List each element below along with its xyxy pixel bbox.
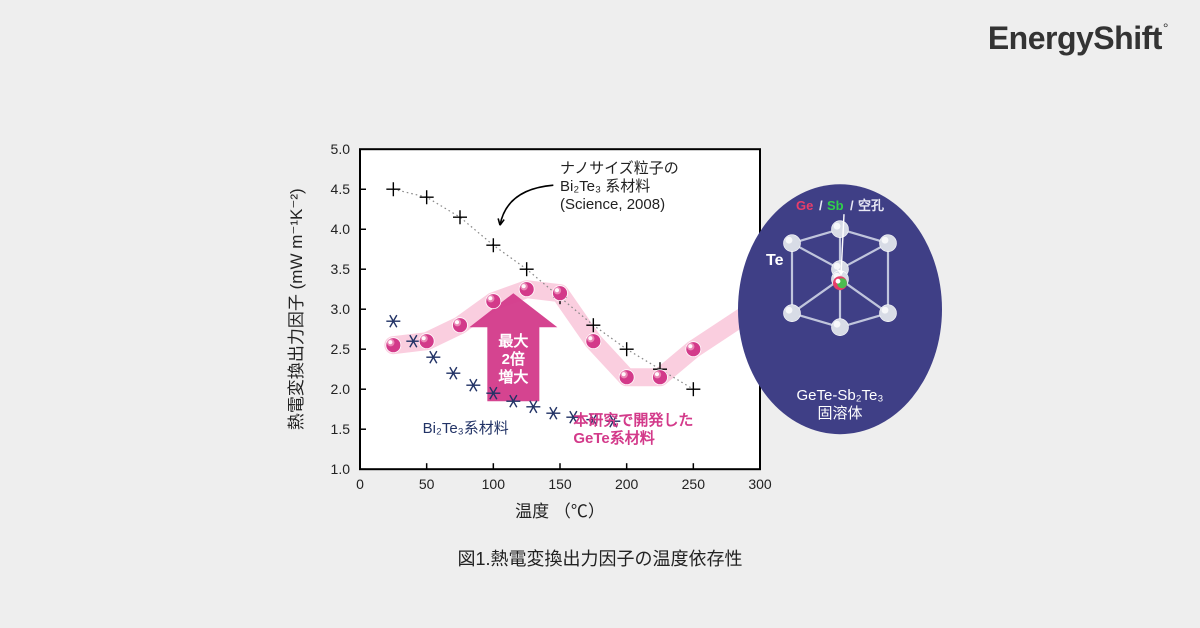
svg-text:4.0: 4.0 bbox=[331, 221, 351, 237]
logo-text: EnergyShift bbox=[988, 20, 1162, 56]
svg-text:空孔: 空孔 bbox=[858, 198, 884, 213]
svg-text:250: 250 bbox=[682, 476, 706, 492]
svg-text:3.5: 3.5 bbox=[331, 261, 351, 277]
site-logo: EnergyShift° bbox=[988, 20, 1168, 57]
svg-text:Sb: Sb bbox=[827, 198, 844, 213]
svg-text:増大: 増大 bbox=[498, 368, 528, 386]
figure-caption: 図1.熱電変換出力因子の温度依存性 bbox=[250, 545, 950, 571]
svg-text:100: 100 bbox=[482, 476, 506, 492]
svg-text:150: 150 bbox=[548, 476, 572, 492]
svg-text:(Science, 2008): (Science, 2008) bbox=[560, 196, 665, 213]
svg-text:0: 0 bbox=[356, 476, 364, 492]
svg-text:5.0: 5.0 bbox=[331, 141, 351, 157]
svg-text:2.5: 2.5 bbox=[331, 341, 351, 357]
svg-text:GeTe系材料: GeTe系材料 bbox=[573, 429, 654, 447]
svg-text:200: 200 bbox=[615, 476, 639, 492]
chart-svg: 0 50 100 150 200 250 300 1.0 1.5 2.0 2.5 3.0 3.5 4.0 4… bbox=[250, 129, 950, 529]
svg-text:熱電変換出力因子 (mW m⁻¹K⁻²): 熱電変換出力因子 (mW m⁻¹K⁻²) bbox=[287, 188, 306, 430]
svg-text:Te: Te bbox=[766, 252, 784, 269]
svg-text:Bi₂Te₃系材料: Bi₂Te₃系材料 bbox=[423, 420, 509, 437]
svg-text:3.0: 3.0 bbox=[331, 301, 351, 317]
svg-text:1.0: 1.0 bbox=[331, 461, 351, 477]
svg-text:最大: 最大 bbox=[498, 332, 528, 350]
svg-text:300: 300 bbox=[748, 476, 772, 492]
svg-text:ナノサイズ粒子の: ナノサイズ粒子の bbox=[560, 160, 679, 177]
figure-container: 0 50 100 150 200 250 300 1.0 1.5 2.0 2.5 3.0 3.5 4.0 4… bbox=[250, 129, 950, 569]
svg-text:1.5: 1.5 bbox=[331, 421, 351, 437]
svg-text:温度 （℃）: 温度 （℃） bbox=[515, 502, 605, 521]
svg-text:固溶体: 固溶体 bbox=[817, 405, 862, 422]
svg-text:本研究で開発した: 本研究で開発した bbox=[573, 411, 693, 429]
logo-mark: ° bbox=[1163, 20, 1168, 36]
svg-text:GeTe-Sb₂Te₃: GeTe-Sb₂Te₃ bbox=[797, 387, 884, 404]
svg-text:4.5: 4.5 bbox=[331, 181, 351, 197]
svg-text:Ge: Ge bbox=[796, 198, 813, 213]
svg-text:Bi₂Te₃ 系材料: Bi₂Te₃ 系材料 bbox=[560, 178, 650, 195]
svg-text:50: 50 bbox=[419, 476, 435, 492]
svg-text:/: / bbox=[819, 198, 823, 213]
svg-text:2.0: 2.0 bbox=[331, 381, 351, 397]
svg-text:2倍: 2倍 bbox=[502, 350, 525, 368]
svg-text:/: / bbox=[850, 198, 854, 213]
